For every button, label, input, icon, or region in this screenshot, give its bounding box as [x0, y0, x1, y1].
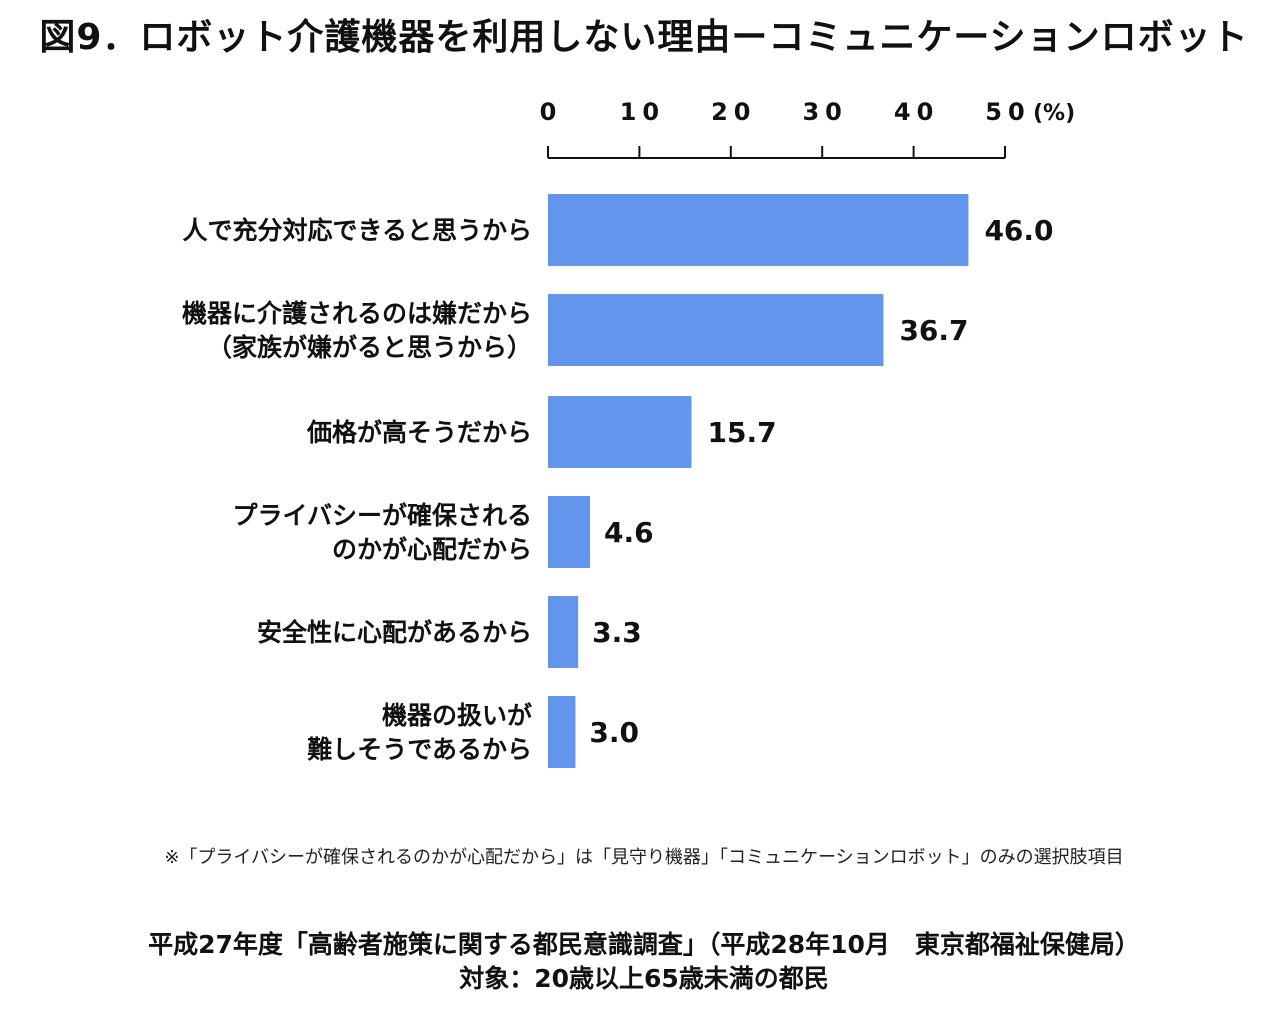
- x-tick-label: 40: [894, 98, 939, 126]
- x-axis: 0 10 20 30 40 50 (%): [540, 98, 1075, 159]
- bar: [548, 194, 969, 266]
- bar: [548, 396, 692, 468]
- bars: [548, 194, 969, 768]
- bar: [548, 696, 576, 768]
- category-label: （家族が嫌がると思うから）: [207, 333, 532, 362]
- category-label: 機器に介護されるのは嫌だから: [182, 299, 532, 328]
- bar: [548, 596, 579, 668]
- x-unit-label: (%): [1033, 101, 1075, 126]
- category-label: 難しそうであるから: [307, 735, 532, 764]
- category-label: 価格が高そうだから: [306, 418, 532, 447]
- x-tick-label: 50: [985, 98, 1030, 126]
- data-label: 15.7: [707, 416, 776, 449]
- category-label: のかが心配だから: [332, 535, 532, 564]
- x-tick-label: 0: [540, 98, 563, 126]
- value-labels: 46.0 36.7 15.7 4.6 3.3 3.0: [589, 214, 1053, 749]
- x-tick-label: 10: [620, 98, 665, 126]
- data-label: 36.7: [899, 314, 968, 347]
- data-label: 3.0: [589, 716, 639, 749]
- data-label: 4.6: [604, 516, 654, 549]
- source-line: 平成27年度「高齢者施策に関する都民意識調査」（平成28年10月 東京都福祉保健…: [148, 930, 1140, 959]
- footnote: ※「プライバシーが確保されるのかが心配だから」は「見守り機器」「コミュニケーショ…: [164, 847, 1124, 868]
- bar: [548, 496, 591, 568]
- x-tick-label: 30: [802, 98, 847, 126]
- category-label: 機器の扱いが: [382, 701, 532, 730]
- x-tick-label: 20: [711, 98, 756, 126]
- data-label: 46.0: [984, 214, 1053, 247]
- source-block: 平成27年度「高齢者施策に関する都民意識調査」（平成28年10月 東京都福祉保健…: [0, 928, 1288, 996]
- category-label: 安全性に心配があるから: [257, 618, 532, 647]
- chart-title: 図9．ロボット介護機器を利用しない理由ーコミュニケーションロボット: [39, 17, 1249, 58]
- category-label: プライバシーが確保される: [232, 501, 532, 530]
- bar: [548, 294, 884, 366]
- category-label: 人で充分対応できると思うから: [182, 216, 532, 245]
- data-label: 3.3: [592, 616, 642, 649]
- target-line: 対象：20歳以上65歳未満の都民: [459, 964, 829, 993]
